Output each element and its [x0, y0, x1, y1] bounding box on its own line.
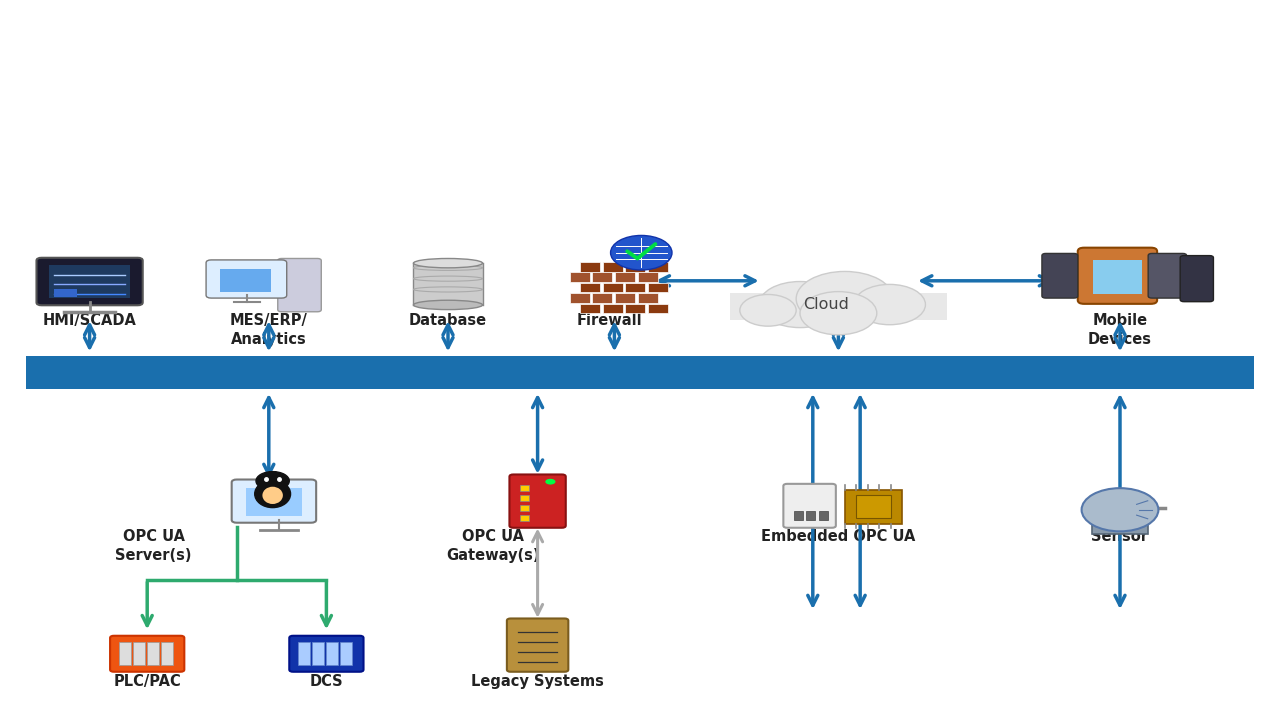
Circle shape [740, 294, 796, 326]
FancyBboxPatch shape [637, 272, 658, 282]
FancyBboxPatch shape [580, 262, 600, 271]
FancyBboxPatch shape [520, 505, 529, 511]
FancyBboxPatch shape [119, 642, 131, 665]
Text: Embedded OPC UA: Embedded OPC UA [762, 529, 915, 544]
FancyBboxPatch shape [603, 283, 622, 292]
FancyBboxPatch shape [856, 495, 891, 518]
FancyBboxPatch shape [1148, 253, 1187, 298]
FancyBboxPatch shape [220, 269, 271, 292]
FancyBboxPatch shape [614, 293, 635, 303]
FancyBboxPatch shape [133, 642, 145, 665]
Circle shape [611, 235, 672, 270]
FancyBboxPatch shape [603, 262, 622, 271]
FancyBboxPatch shape [50, 265, 131, 298]
FancyBboxPatch shape [1042, 253, 1078, 298]
FancyBboxPatch shape [1092, 521, 1148, 534]
FancyBboxPatch shape [37, 258, 143, 305]
FancyBboxPatch shape [570, 272, 590, 282]
Circle shape [759, 282, 841, 328]
FancyBboxPatch shape [520, 515, 529, 521]
FancyBboxPatch shape [147, 642, 159, 665]
Circle shape [796, 271, 893, 326]
FancyBboxPatch shape [603, 304, 622, 313]
Text: Legacy Systems: Legacy Systems [471, 674, 604, 689]
Text: Firewall: Firewall [576, 313, 643, 328]
FancyBboxPatch shape [580, 283, 600, 292]
FancyBboxPatch shape [246, 488, 302, 516]
FancyBboxPatch shape [614, 272, 635, 282]
FancyBboxPatch shape [278, 258, 321, 312]
FancyBboxPatch shape [161, 642, 173, 665]
Text: OPC UA
Server(s): OPC UA Server(s) [115, 529, 192, 563]
FancyBboxPatch shape [507, 618, 568, 672]
FancyBboxPatch shape [26, 356, 1254, 389]
Text: MES/ERP/
Analytics: MES/ERP/ Analytics [230, 313, 307, 347]
FancyBboxPatch shape [206, 260, 287, 298]
FancyBboxPatch shape [819, 511, 828, 520]
FancyBboxPatch shape [298, 642, 310, 665]
FancyBboxPatch shape [55, 289, 78, 297]
FancyBboxPatch shape [110, 636, 184, 672]
FancyBboxPatch shape [593, 293, 612, 303]
Ellipse shape [255, 480, 291, 508]
Text: DCS: DCS [310, 674, 343, 689]
Text: OPC UA
Gateway(s): OPC UA Gateway(s) [445, 529, 540, 563]
FancyBboxPatch shape [648, 304, 668, 313]
Circle shape [256, 472, 289, 490]
FancyBboxPatch shape [648, 283, 668, 292]
Text: Mobile
Devices: Mobile Devices [1088, 313, 1152, 347]
FancyBboxPatch shape [1078, 248, 1157, 304]
FancyBboxPatch shape [845, 490, 902, 524]
Circle shape [545, 479, 556, 485]
Text: PLC/PAC: PLC/PAC [114, 674, 180, 689]
FancyBboxPatch shape [783, 484, 836, 528]
FancyBboxPatch shape [625, 304, 645, 313]
Text: Database: Database [408, 313, 488, 328]
FancyBboxPatch shape [625, 283, 645, 292]
FancyBboxPatch shape [340, 642, 352, 665]
FancyBboxPatch shape [413, 264, 483, 305]
Circle shape [800, 292, 877, 335]
FancyBboxPatch shape [570, 293, 590, 303]
FancyBboxPatch shape [289, 636, 364, 672]
FancyBboxPatch shape [520, 495, 529, 501]
Ellipse shape [413, 300, 483, 310]
Circle shape [854, 284, 925, 325]
FancyBboxPatch shape [625, 262, 645, 271]
FancyBboxPatch shape [1180, 256, 1213, 302]
Text: Sensor: Sensor [1092, 529, 1148, 544]
FancyBboxPatch shape [326, 642, 338, 665]
FancyBboxPatch shape [637, 293, 658, 303]
FancyBboxPatch shape [232, 480, 316, 523]
FancyBboxPatch shape [580, 304, 600, 313]
Ellipse shape [262, 487, 283, 504]
FancyBboxPatch shape [648, 262, 668, 271]
FancyBboxPatch shape [1093, 260, 1142, 294]
FancyBboxPatch shape [520, 485, 529, 491]
FancyBboxPatch shape [794, 511, 803, 520]
FancyBboxPatch shape [730, 293, 947, 320]
FancyBboxPatch shape [806, 511, 815, 520]
FancyBboxPatch shape [593, 272, 612, 282]
Text: Cloud: Cloud [803, 297, 849, 312]
FancyBboxPatch shape [312, 642, 324, 665]
FancyBboxPatch shape [509, 474, 566, 528]
Ellipse shape [413, 258, 483, 268]
Text: HMI/SCADA: HMI/SCADA [42, 313, 137, 328]
Circle shape [1082, 488, 1158, 531]
